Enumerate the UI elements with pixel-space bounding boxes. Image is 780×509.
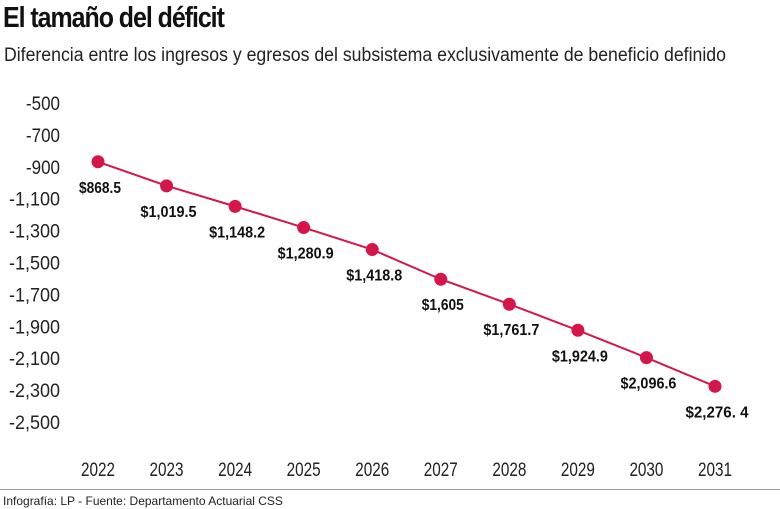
data-point [91,155,105,169]
x-tick-label: 2029 [561,460,595,481]
x-tick-label: 2022 [81,460,115,481]
chart-title: El tamaño del déficit [3,2,225,34]
line-chart: -500 -700 -900 -1,100 -1,300 -1,500 -1,700 -1,9… [9,94,749,481]
y-tick-label: -1,300 [9,222,60,243]
y-tick-label: -1,700 [9,285,60,306]
data-point [708,379,722,393]
x-tick-label: 2031 [698,460,732,481]
y-tick-label: -500 [26,94,60,115]
data-point [297,221,311,235]
data-label: $1,019.5 [141,204,197,221]
y-tick-label: -2,100 [9,349,60,370]
data-label: $1,280.9 [278,246,334,263]
data-label: $1,761.7 [483,322,539,339]
y-tick-label: -1,100 [9,190,60,211]
footer-divider [0,489,780,490]
data-label: $868.5 [79,180,121,197]
y-tick-label: -2,500 [9,413,60,434]
y-tick-label: -1,900 [9,317,60,338]
data-label: $1,418.8 [346,268,402,285]
x-tick-label: 2028 [492,460,526,481]
x-tick-label: 2024 [218,460,252,481]
data-point [502,297,516,311]
data-point [160,179,174,193]
y-tick-label: -2,300 [9,381,60,402]
x-tick-label: 2027 [424,460,458,481]
data-label: $2,096.6 [620,376,676,393]
data-label: $1,924.9 [552,348,608,365]
data-label: $2,276. 4 [686,404,749,421]
x-tick-label: 2025 [287,460,321,481]
chart-subtitle: Diferencia entre los ingresos y egresos … [4,45,726,66]
y-tick-label: -1,500 [9,254,60,275]
source-credit: Infografía: LP - Fuente: Departamento Ac… [3,494,283,508]
series-line [97,160,716,388]
y-tick-label: -900 [26,158,60,179]
x-tick-label: 2030 [629,460,663,481]
data-point [639,351,653,365]
data-label: $1,605 [422,297,464,314]
x-tick-label: 2026 [355,460,389,481]
data-point [434,272,448,286]
x-tick-label: 2023 [150,460,184,481]
data-point [365,243,379,257]
y-tick-label: -700 [26,126,60,147]
data-label: $1,148.2 [209,224,265,241]
data-point [228,199,242,213]
data-point [571,323,585,337]
